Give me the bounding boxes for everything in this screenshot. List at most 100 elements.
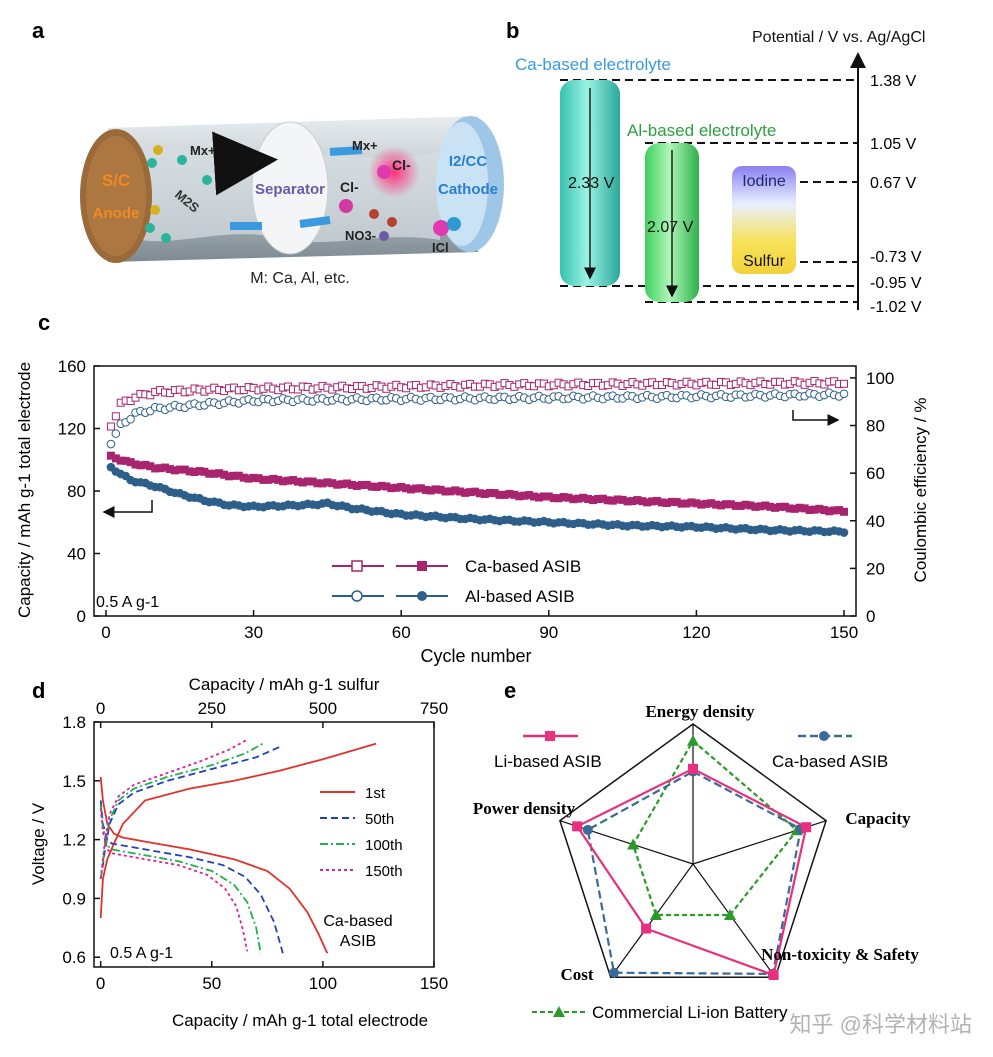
c-ytick-right-label: 0 [866, 607, 875, 626]
legend-ca-ce-marker [351, 560, 363, 572]
legend-al-ce-marker [351, 590, 363, 602]
anode-label-2: Anode [93, 205, 140, 222]
panel-d-ticks: 0 50 100 150 0 250 500 750 0.6 0.9 1.2 1.5 1.8 [62, 699, 448, 993]
level-label-4: -0.73 V [870, 249, 922, 266]
c-point-ca-ce [106, 422, 115, 431]
ion-gold-2 [150, 205, 160, 215]
left-axis-pointer [102, 500, 153, 518]
d-curve-1st-charge [99, 742, 377, 919]
ion-icl-a [433, 220, 449, 236]
d-curve-1st-discharge [99, 776, 329, 954]
d-ytick-label: 0.6 [62, 948, 86, 967]
c-ytick-left-label: 0 [77, 607, 86, 626]
c-xtick-label: 150 [830, 623, 858, 642]
d-xtick-top-label: 500 [309, 699, 337, 718]
legend-commercial-label: Commercial Li-ion Battery [592, 1003, 788, 1022]
panel-c-ylabel-left: Capacity / mAh g-1 total electrode [15, 362, 34, 618]
no3-atom-3 [379, 231, 389, 241]
d-curve-50th-discharge [99, 800, 284, 954]
radar-spoke [610, 863, 694, 978]
panel-d-xlabel-top: Capacity / mAh g-1 sulfur [189, 675, 380, 694]
c-ytick-right-label: 40 [866, 512, 885, 531]
panel-a-caption: M: Ca, Al, etc. [250, 270, 350, 287]
axis-energy-density: Energy density [645, 702, 755, 721]
d-curve-100th-discharge [99, 804, 262, 954]
arrow-right-2 [329, 146, 363, 156]
d-ytick-label: 0.9 [62, 889, 86, 908]
al-window-label: 2.07 V [647, 219, 694, 236]
anode-disk-inner [86, 136, 146, 256]
panel-d-letter: d [32, 678, 45, 703]
right-axis-pointer [792, 410, 840, 426]
potential-axis-title: Potential / V vs. Ag/AgCl [752, 29, 925, 46]
d-xtick-label: 150 [420, 974, 448, 993]
panel-c: c 0 30 60 90 120 150 0 40 80 120 160 0 20 40 60 80 100 C… [15, 310, 930, 666]
panel-c-legend: Ca-based ASIB Al-based ASIB [332, 557, 581, 606]
d-xtick-top-label: 0 [96, 699, 105, 718]
ion-cl-2 [377, 165, 391, 179]
radar-spoke [692, 863, 776, 978]
panel-d-ylabel: Voltage / V [29, 802, 48, 885]
panel-d-note-2: ASIB [340, 933, 376, 950]
c-point-ca-ce [840, 379, 848, 388]
panel-c-ylabel-right: Coulombic efficiency / % [911, 398, 930, 583]
panel-c-xlabel: Cycle number [420, 646, 531, 666]
radar-marker-ca [582, 824, 593, 835]
d-xtick-label: 100 [309, 974, 337, 993]
panel-d-series [99, 738, 377, 954]
radar-series-0 [575, 767, 808, 977]
ion-teal-5 [202, 175, 212, 185]
iodine-label: Iodine [742, 173, 786, 190]
c-ytick-left-label: 160 [58, 357, 86, 376]
panel-c-rate: 0.5 A g-1 [96, 594, 159, 611]
radar-marker-li [641, 923, 652, 934]
panel-d-rate: 0.5 A g-1 [110, 945, 173, 962]
radar-outline [559, 723, 827, 979]
level-label-3: 0.67 V [870, 175, 917, 192]
arrow-right-1 [299, 216, 331, 228]
ion-teal-2 [177, 155, 187, 165]
legend-al-cap-marker [417, 591, 427, 601]
ion-teal-1 [147, 158, 157, 168]
d-curve-100th-charge [99, 742, 264, 879]
radar-marker-li [572, 821, 583, 832]
d-xtick-label: 0 [96, 974, 105, 993]
panel-e: e Energy density Capacity Non-toxicity &… [473, 678, 972, 1037]
panel-d-xlabel-bottom: Capacity / mAh g-1 total electrode [172, 1011, 428, 1030]
ion-icl-b [447, 217, 461, 231]
radar-series-1 [586, 770, 803, 976]
ca-electrolyte-label: Ca-based electrolyte [515, 55, 671, 74]
panel-b: b Potential / V vs. Ag/AgCl 1.38 V 1.05 … [506, 18, 925, 316]
d-ytick-label: 1.8 [62, 713, 86, 732]
c-ytick-right-label: 80 [866, 417, 885, 436]
panel-e-legend: Li-based ASIB Ca-based ASIB Commercial L… [494, 731, 888, 1022]
legend-li-marker [545, 731, 555, 741]
legend-100th-label: 100th [365, 837, 403, 854]
d-ytick-label: 1.5 [62, 772, 86, 791]
legend-1st-label: 1st [365, 785, 386, 802]
iodine-sulfur-bar [732, 166, 796, 274]
axis-power-density: Power density [473, 799, 576, 818]
panel-d-legend: 1st 50th 100th 150th [320, 785, 403, 880]
no3-label: NO3- [345, 228, 376, 243]
ion-teal-3 [145, 223, 155, 233]
cathode-label-1: I2/CC [449, 153, 488, 170]
panel-c-series [106, 376, 849, 537]
d-xtick-top-label: 250 [198, 699, 226, 718]
radar-marker-commercial [687, 734, 699, 746]
c-xtick-label: 0 [101, 623, 110, 642]
level-label-1: 1.38 V [870, 73, 917, 90]
radar-marker-li [801, 822, 812, 833]
c-xtick-label: 60 [392, 623, 411, 642]
level-label-2: 1.05 V [870, 136, 917, 153]
d-xtick-label: 50 [202, 974, 221, 993]
cathode-label-2: Cathode [438, 181, 498, 198]
level-label-5: -0.95 V [870, 275, 922, 292]
icl-label: ICl [432, 240, 449, 255]
legend-ca-marker [819, 731, 829, 741]
pink-glow [368, 146, 420, 198]
panel-c-ticks: 0 30 60 90 120 150 0 40 80 120 160 0 20 40 60 80 100 [58, 357, 895, 642]
anode-label-1: S/C [102, 171, 130, 190]
d-ytick-label: 1.2 [62, 831, 86, 850]
legend-commercial-marker [553, 1006, 565, 1017]
